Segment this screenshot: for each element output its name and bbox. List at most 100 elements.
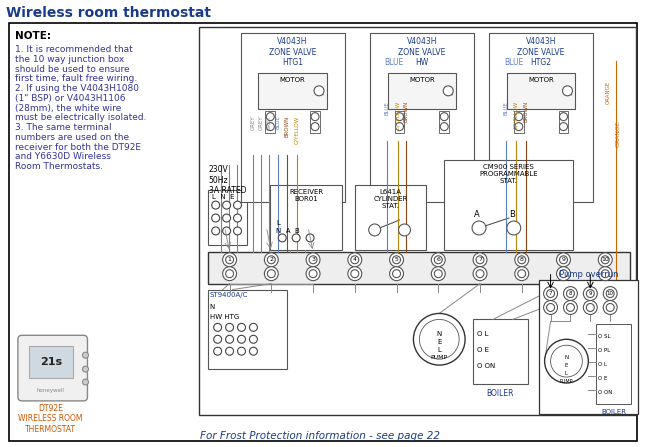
Text: (28mm), the white wire: (28mm), the white wire — [15, 104, 121, 113]
Text: 3. The same terminal: 3. The same terminal — [15, 123, 112, 132]
Bar — [395, 111, 404, 133]
Text: (1" BSP) or V4043H1106: (1" BSP) or V4043H1106 — [15, 94, 125, 103]
Text: O ON: O ON — [599, 390, 613, 395]
Text: Pump overrun: Pump overrun — [559, 270, 618, 279]
Text: O ON: O ON — [477, 363, 495, 369]
Bar — [596, 325, 631, 404]
Bar — [259, 73, 327, 109]
Circle shape — [603, 300, 617, 314]
Text: L: L — [565, 371, 568, 376]
Text: BLUE: BLUE — [276, 116, 281, 130]
Text: O E: O E — [599, 376, 608, 381]
Circle shape — [434, 270, 442, 278]
Bar — [439, 111, 449, 133]
Text: NOTE:: NOTE: — [15, 31, 51, 41]
Text: 7: 7 — [478, 257, 482, 262]
Circle shape — [83, 366, 88, 372]
Text: HW HTG: HW HTG — [210, 314, 239, 320]
Bar — [514, 111, 524, 133]
Circle shape — [566, 290, 575, 298]
Bar — [208, 190, 248, 245]
Circle shape — [233, 214, 241, 222]
Circle shape — [266, 113, 274, 121]
Circle shape — [586, 304, 594, 312]
Circle shape — [603, 287, 617, 300]
Bar — [473, 320, 528, 384]
Text: V4043H
ZONE VALVE
HW: V4043H ZONE VALVE HW — [398, 37, 446, 67]
Text: N  A  B: N A B — [276, 228, 300, 234]
Text: 3: 3 — [311, 257, 315, 262]
Bar — [444, 160, 573, 250]
Circle shape — [601, 256, 610, 264]
Circle shape — [473, 267, 487, 281]
Circle shape — [266, 122, 274, 131]
Circle shape — [557, 267, 570, 281]
Text: 1. It is recommended that: 1. It is recommended that — [15, 45, 133, 54]
Circle shape — [515, 253, 529, 267]
Bar — [370, 33, 474, 202]
Circle shape — [292, 234, 300, 242]
Circle shape — [562, 86, 572, 96]
Text: BOILER: BOILER — [486, 389, 514, 398]
Text: BROWN: BROWN — [284, 116, 290, 137]
Circle shape — [606, 290, 614, 298]
Circle shape — [233, 227, 241, 235]
Text: O SL: O SL — [599, 334, 611, 339]
Text: O L: O L — [599, 362, 608, 367]
Circle shape — [309, 256, 317, 264]
Text: L641A
CYLINDER
STAT.: L641A CYLINDER STAT. — [373, 189, 408, 209]
Circle shape — [223, 267, 237, 281]
Text: G/YELLOW: G/YELLOW — [295, 116, 300, 144]
Circle shape — [544, 339, 588, 383]
Circle shape — [432, 253, 445, 267]
Circle shape — [212, 201, 220, 209]
Text: GREY: GREY — [251, 116, 256, 130]
Circle shape — [518, 270, 526, 278]
Circle shape — [309, 270, 317, 278]
Circle shape — [564, 287, 577, 300]
Text: DT92E
WIRELESS ROOM
THERMOSTAT: DT92E WIRELESS ROOM THERMOSTAT — [19, 404, 83, 434]
Text: ST9400A/C: ST9400A/C — [210, 291, 248, 298]
Circle shape — [515, 267, 529, 281]
Text: N: N — [437, 331, 442, 337]
Text: Wireless room thermostat: Wireless room thermostat — [6, 6, 211, 20]
Text: PUMP: PUMP — [431, 354, 448, 360]
Text: the 10 way junction box: the 10 way junction box — [15, 55, 124, 64]
Circle shape — [226, 270, 233, 278]
Circle shape — [441, 113, 448, 121]
Circle shape — [223, 214, 230, 222]
Circle shape — [212, 227, 220, 235]
Circle shape — [306, 267, 320, 281]
Circle shape — [278, 234, 286, 242]
Circle shape — [557, 253, 570, 267]
Text: 10: 10 — [607, 291, 613, 296]
Circle shape — [250, 323, 257, 331]
Bar — [310, 111, 320, 133]
Circle shape — [83, 352, 88, 358]
Text: V4043H
ZONE VALVE
HTG2: V4043H ZONE VALVE HTG2 — [517, 37, 565, 67]
Text: 7: 7 — [549, 291, 552, 296]
Circle shape — [559, 256, 568, 264]
Text: CM900 SERIES
PROGRAMMABLE
STAT.: CM900 SERIES PROGRAMMABLE STAT. — [479, 164, 538, 184]
Circle shape — [237, 323, 246, 331]
Text: honeywell: honeywell — [37, 388, 64, 393]
Text: G/YELLOW: G/YELLOW — [513, 101, 519, 129]
Text: L: L — [437, 347, 441, 353]
Circle shape — [546, 304, 555, 312]
Text: MOTOR: MOTOR — [528, 77, 554, 83]
Circle shape — [213, 323, 222, 331]
Text: B: B — [509, 210, 515, 219]
Text: PUMP: PUMP — [560, 379, 573, 384]
Text: BROWN: BROWN — [523, 101, 528, 122]
Bar — [559, 111, 568, 133]
Circle shape — [395, 122, 404, 131]
Text: 9: 9 — [589, 291, 592, 296]
Circle shape — [311, 113, 319, 121]
Circle shape — [559, 113, 568, 121]
Circle shape — [348, 253, 362, 267]
Text: Room Thermostats.: Room Thermostats. — [15, 162, 103, 171]
Text: 230V
50Hz
3A RATED: 230V 50Hz 3A RATED — [209, 165, 246, 195]
Circle shape — [443, 86, 453, 96]
Text: 1: 1 — [228, 257, 232, 262]
Bar — [355, 185, 426, 250]
